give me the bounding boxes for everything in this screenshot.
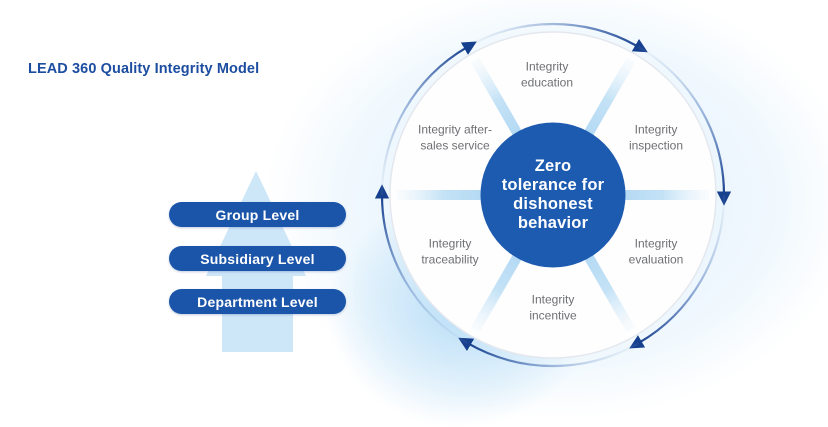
cycle-arrows bbox=[374, 22, 732, 368]
wheel-graphic bbox=[374, 22, 732, 368]
segment-label-inspection: Integrity inspection bbox=[628, 122, 684, 152]
cycle-arrow-segment bbox=[629, 194, 726, 349]
segment-label-traceability: Integrity traceability bbox=[421, 236, 479, 266]
integrity-wheel: Integrity education Integrity inspection… bbox=[370, 12, 750, 392]
center-statement: Zero tolerance for dishonest behavior bbox=[501, 156, 605, 233]
cycle-arrow-segment bbox=[380, 41, 477, 196]
segment-label-after-sales: Integrity after-sales service bbox=[417, 122, 493, 152]
center-circle bbox=[480, 122, 626, 268]
level-pill-group: Group Level bbox=[169, 202, 346, 227]
cycle-arrow-segment bbox=[374, 184, 469, 345]
cycle-arrow-segment bbox=[637, 45, 732, 206]
level-pill-subsidiary: Subsidiary Level bbox=[169, 246, 346, 271]
cycle-arrow-segment bbox=[458, 337, 640, 368]
cycle-arrow-segment bbox=[466, 22, 648, 53]
segment-label-incentive: Integrity incentive bbox=[529, 292, 577, 322]
segment-label-education: Integrity education bbox=[520, 59, 574, 89]
page-title: LEAD 360 Quality Integrity Model bbox=[28, 61, 260, 77]
level-pill-department: Department Level bbox=[169, 289, 346, 314]
segment-label-evaluation: Integrity evaluation bbox=[628, 236, 684, 266]
